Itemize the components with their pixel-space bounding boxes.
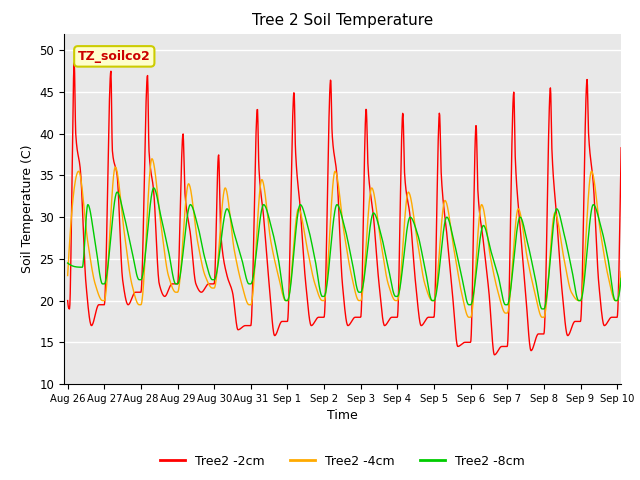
Title: Tree 2 Soil Temperature: Tree 2 Soil Temperature [252,13,433,28]
Tree2 -8cm [612,298,620,303]
Tree2 -8cm [169,273,177,278]
Tree2 -8cm [364,243,372,249]
Tree2 -4cm [364,217,372,223]
Tree2 -2cm [75,155,83,161]
Line: Tree2 -8cm: Tree2 -8cm [68,188,640,310]
Line: Tree2 -2cm: Tree2 -2cm [68,60,640,355]
Tree2 -4cm [465,314,473,320]
Tree2 -2cm [468,321,476,327]
Tree2 -2cm [364,147,371,153]
Y-axis label: Soil Temperature (C): Soil Temperature (C) [21,144,34,273]
Tree2 -4cm [329,180,337,186]
Tree2 -4cm [468,307,476,313]
Tree2 -2cm [612,314,620,320]
X-axis label: Time: Time [327,409,358,422]
Tree2 -4cm [148,156,156,162]
Text: TZ_soilco2: TZ_soilco2 [78,50,150,63]
Line: Tree2 -4cm: Tree2 -4cm [68,159,640,317]
Tree2 -4cm [613,298,621,303]
Tree2 -2cm [329,138,337,144]
Tree2 -4cm [64,273,72,278]
Tree2 -2cm [491,352,499,358]
Tree2 -8cm [75,264,83,270]
Tree2 -8cm [468,300,476,305]
Tree2 -4cm [169,286,177,292]
Tree2 -4cm [75,168,83,174]
Tree2 -8cm [329,222,337,228]
Tree2 -8cm [150,185,157,191]
Tree2 -2cm [169,281,177,287]
Tree2 -2cm [620,58,628,63]
Tree2 -8cm [64,260,72,266]
Tree2 -2cm [64,298,72,303]
Legend: Tree2 -2cm, Tree2 -4cm, Tree2 -8cm: Tree2 -2cm, Tree2 -4cm, Tree2 -8cm [156,450,529,473]
